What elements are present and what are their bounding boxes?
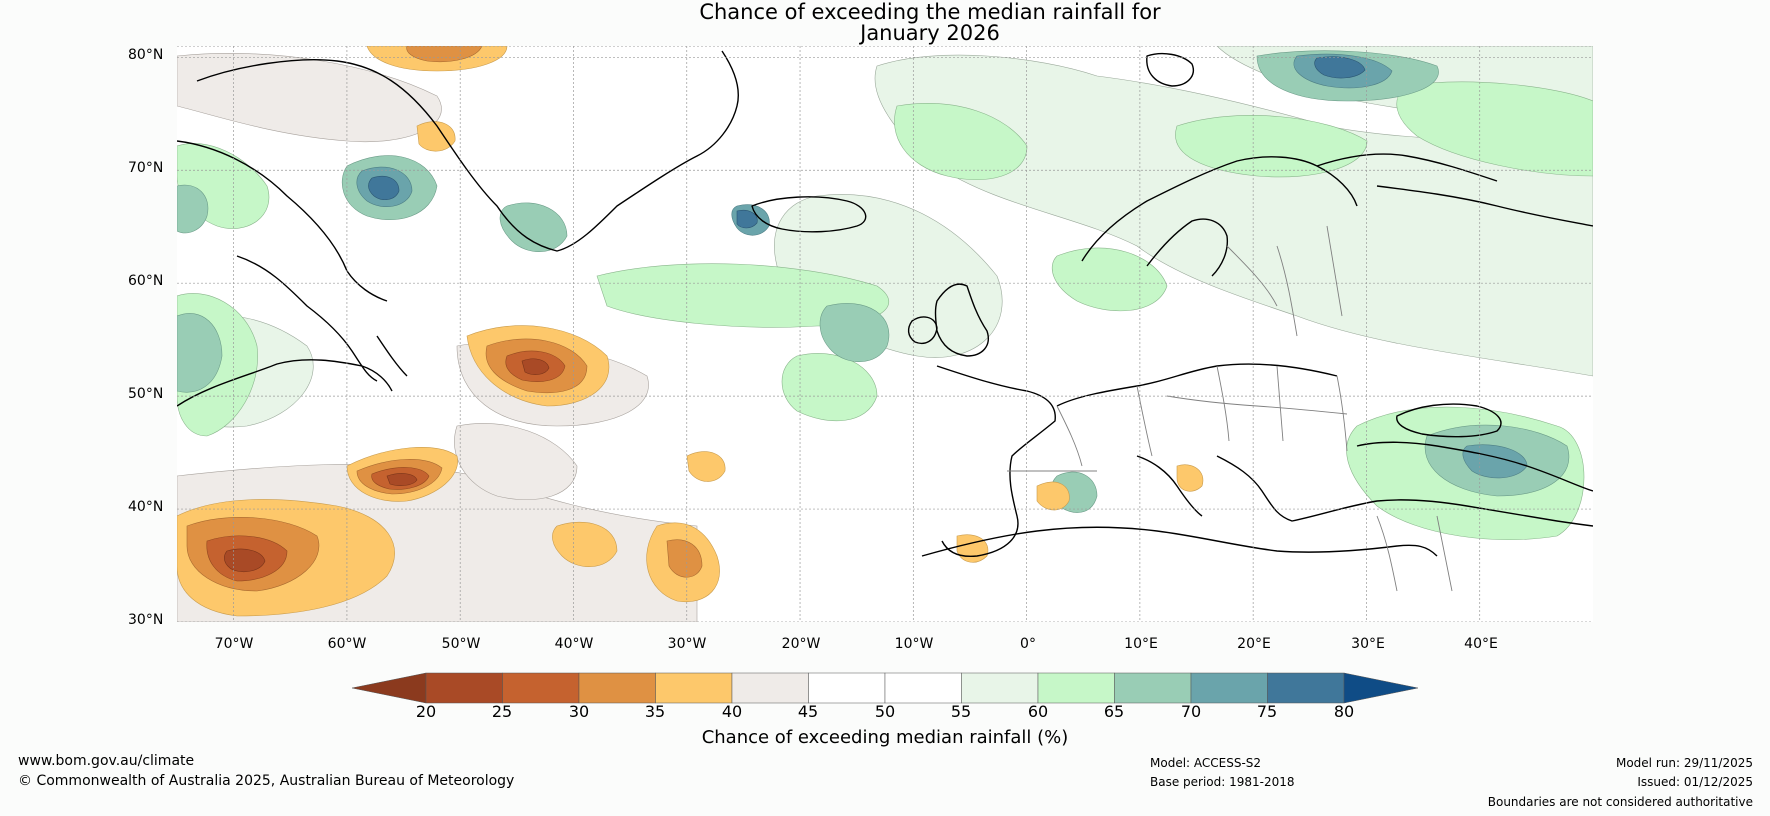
colorbar-tick-40: 40 xyxy=(721,702,743,721)
lon-label-60w: 60°W xyxy=(327,636,367,652)
lon-label-20e: 20°E xyxy=(1237,636,1271,652)
lon-label-0: 0° xyxy=(1020,636,1036,652)
rainfall-probability-map xyxy=(177,46,1593,622)
colorbar-tick-75: 75 xyxy=(1256,702,1278,721)
colorbar-tick-45: 45 xyxy=(797,702,819,721)
colorbar-cell xyxy=(1267,672,1345,704)
colorbar-tick-55: 55 xyxy=(950,702,972,721)
footer-model: Model: ACCESS-S2 xyxy=(1150,756,1262,770)
colorbar-tick-30: 30 xyxy=(568,702,590,721)
colorbar-cell xyxy=(425,672,503,704)
lat-label-50n: 50°N xyxy=(128,386,164,402)
lon-label-50w: 50°W xyxy=(441,636,481,652)
colorbar-cell xyxy=(502,672,580,704)
footer-url: www.bom.gov.au/climate xyxy=(18,753,195,769)
colorbar-label: Chance of exceeding median rainfall (%) xyxy=(701,727,1069,748)
country-borders xyxy=(1006,225,1453,592)
colorbar-cell xyxy=(1114,672,1192,704)
colorbar-tick-60: 60 xyxy=(1027,702,1049,721)
colorbar-cell xyxy=(884,672,962,704)
colorbar xyxy=(352,672,1418,704)
footer-model-run: Model run: 29/11/2025 xyxy=(1615,756,1753,770)
lon-label-70w: 70°W xyxy=(214,636,254,652)
footer-issued: Issued: 01/12/2025 xyxy=(1637,775,1753,789)
footer-disclaimer: Boundaries are not considered authoritat… xyxy=(1487,795,1753,809)
colorbar-tick-65: 65 xyxy=(1103,702,1125,721)
lat-label-60n: 60°N xyxy=(128,273,164,289)
colorbar-cell xyxy=(961,672,1039,704)
colorbar-cell xyxy=(655,672,733,704)
lat-label-70n: 70°N xyxy=(128,160,164,176)
colorbar-tick-70: 70 xyxy=(1180,702,1202,721)
colorbar-tick-50: 50 xyxy=(874,702,896,721)
lon-label-40e: 40°E xyxy=(1464,636,1498,652)
brown-regions xyxy=(224,358,550,572)
colorbar-tick-20: 20 xyxy=(415,702,437,721)
lat-label-30n: 30°N xyxy=(128,612,164,628)
map-title-line-2: January 2026 xyxy=(860,21,1000,45)
colorbar-tick-80: 80 xyxy=(1333,702,1355,721)
colorbar-cell xyxy=(578,672,656,704)
lon-label-10e: 10°E xyxy=(1124,636,1158,652)
lon-label-30w: 30°W xyxy=(667,636,707,652)
lat-label-40n: 40°N xyxy=(128,499,164,515)
footer-base-period: Base period: 1981-2018 xyxy=(1150,775,1295,789)
map-title-line-1: Chance of exceeding the median rainfall … xyxy=(699,0,1161,24)
graticule-lines xyxy=(177,46,1593,622)
colorbar-cell xyxy=(808,672,886,704)
colorbar-cell xyxy=(1037,672,1115,704)
colorbar-cells xyxy=(425,672,1345,704)
colorbar-cell xyxy=(731,672,809,704)
lon-label-10w: 10°W xyxy=(894,636,934,652)
colorbar-tick-35: 35 xyxy=(644,702,666,721)
lon-label-40w: 40°W xyxy=(554,636,594,652)
colorbar-over-arrow xyxy=(1343,672,1418,704)
colorbar-cell xyxy=(1190,672,1268,704)
lat-label-80n: 80°N xyxy=(128,47,164,63)
dark-blue-regions xyxy=(368,56,1366,229)
lon-label-20w: 20°W xyxy=(781,636,821,652)
footer-copyright: © Commonwealth of Australia 2025, Austra… xyxy=(18,773,515,789)
colorbar-tick-25: 25 xyxy=(491,702,513,721)
colorbar-under-arrow xyxy=(352,672,427,704)
coastlines xyxy=(177,50,1593,558)
lon-label-30e: 30°E xyxy=(1351,636,1385,652)
